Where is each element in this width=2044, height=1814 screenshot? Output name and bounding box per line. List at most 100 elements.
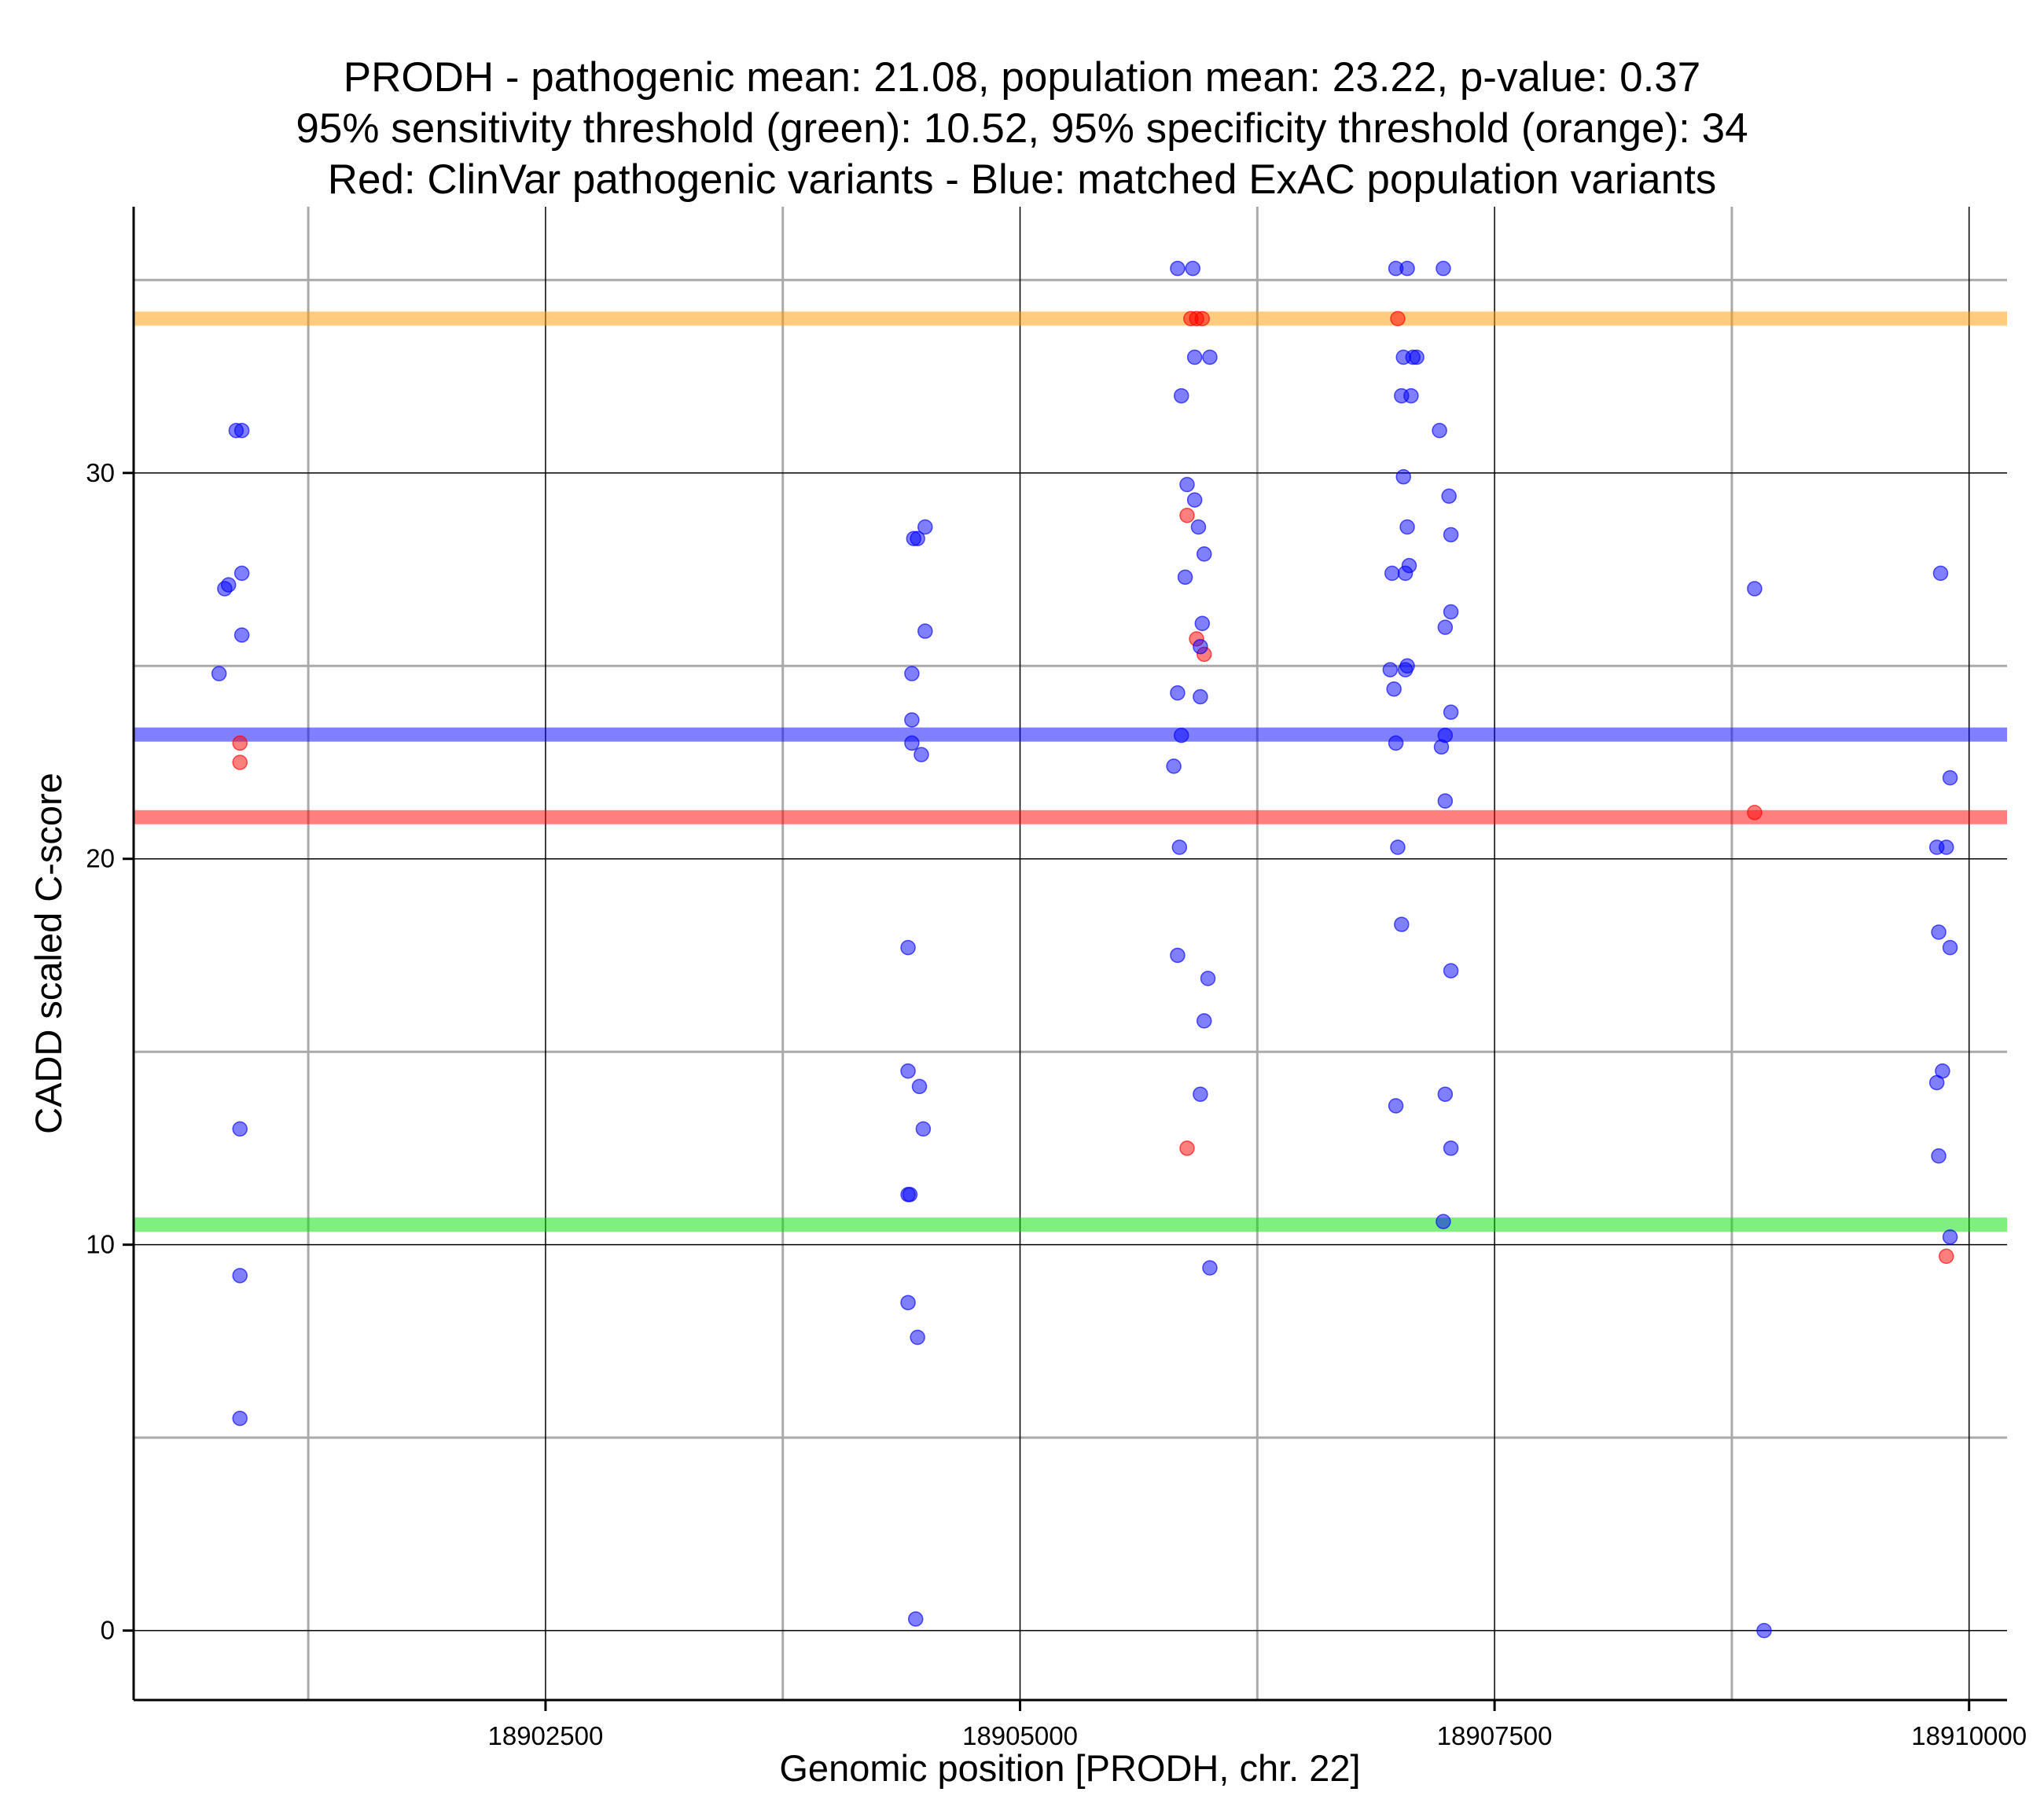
x-axis-ticks: 18902500 18905000 18907500 18910000 bbox=[488, 1700, 2027, 1750]
population-variant-point bbox=[1942, 769, 1958, 786]
chart-title-line-2: 95% sensitivity threshold (green): 10.52… bbox=[296, 105, 1748, 152]
population-variant-point bbox=[1443, 1140, 1459, 1156]
population-variant-point bbox=[1401, 557, 1417, 574]
population-variant-point bbox=[1173, 387, 1189, 404]
population-variant-point bbox=[1388, 1098, 1404, 1114]
x-tick-label: 18910000 bbox=[1911, 1721, 2027, 1750]
population-variant-point bbox=[1179, 476, 1195, 493]
y-axis-label: CADD scaled C-score bbox=[28, 773, 69, 1134]
population-variant-point bbox=[1177, 569, 1193, 586]
chart-title-line-3: Red: ClinVar pathogenic variants - Blue:… bbox=[328, 156, 1717, 203]
pathogenic-variant-point bbox=[232, 735, 248, 751]
population-variant-point bbox=[1185, 260, 1200, 277]
population-variant-point bbox=[917, 519, 933, 535]
y-tick-label: 20 bbox=[86, 844, 115, 873]
population-variant-point bbox=[1382, 662, 1399, 677]
population-variant-point bbox=[910, 531, 925, 546]
data-points bbox=[211, 260, 1958, 1639]
population-variant-point bbox=[917, 623, 933, 639]
population-variant-point bbox=[1443, 704, 1459, 720]
y-tick-label: 30 bbox=[86, 458, 115, 487]
population-variant-point bbox=[1409, 349, 1425, 365]
x-tick-label: 18907500 bbox=[1437, 1721, 1553, 1750]
population-variant-point bbox=[1397, 662, 1414, 677]
population-variant-point bbox=[904, 666, 920, 681]
y-tick-label: 10 bbox=[86, 1230, 115, 1259]
population-variant-point bbox=[1173, 727, 1189, 744]
population-variant-point bbox=[1193, 1086, 1208, 1102]
population-variant-point bbox=[1437, 619, 1454, 635]
population-variant-point bbox=[1193, 689, 1208, 705]
threshold-lines bbox=[134, 311, 2007, 1232]
population-variant-point bbox=[1928, 1074, 1945, 1091]
population-variant-point bbox=[910, 1329, 925, 1346]
population-variant-point bbox=[233, 627, 250, 643]
population-variant-point bbox=[1170, 260, 1186, 277]
population-variant-point bbox=[1441, 488, 1457, 504]
x-axis-label: Genomic position [PRODH, chr. 22] bbox=[779, 1747, 1360, 1789]
population-variant-point bbox=[1202, 1260, 1218, 1276]
population-variant-point bbox=[1443, 604, 1459, 620]
population-variant-point bbox=[1395, 468, 1411, 485]
pathogenic-variant-point bbox=[1179, 508, 1195, 523]
population-variant-point bbox=[1931, 1148, 1947, 1164]
population-variant-point bbox=[1186, 492, 1203, 508]
pathogenic-variant-point bbox=[1938, 1248, 1954, 1265]
population-variant-point bbox=[1384, 565, 1400, 582]
x-tick-label: 18902500 bbox=[488, 1721, 604, 1750]
population-variant-point bbox=[1170, 947, 1186, 964]
population-variant-point bbox=[211, 666, 227, 681]
pathogenic-variant-point bbox=[1390, 310, 1406, 327]
population-variant-point bbox=[232, 1410, 248, 1427]
population-variant-point bbox=[1403, 387, 1419, 404]
pathogenic-variant-point bbox=[1179, 1140, 1195, 1156]
population-variant-point bbox=[900, 1063, 916, 1079]
population-variant-point bbox=[904, 735, 920, 751]
population-variant-point bbox=[1931, 924, 1947, 940]
population-variant-point bbox=[1190, 519, 1207, 535]
population-variant-point bbox=[1437, 1086, 1454, 1102]
population-variant-point bbox=[1942, 939, 1958, 956]
population-variant-point bbox=[1388, 735, 1404, 751]
population-variant-point bbox=[1938, 839, 1954, 855]
pathogenic-variant-point bbox=[232, 755, 248, 770]
population-variant-point bbox=[1433, 739, 1450, 755]
x-tick-label: 18905000 bbox=[962, 1721, 1078, 1750]
population-variant-point bbox=[902, 1187, 918, 1203]
population-variant-point bbox=[1390, 839, 1406, 855]
population-variant-point bbox=[232, 1268, 248, 1283]
population-variant-point bbox=[1432, 423, 1447, 439]
population-variant-point bbox=[1193, 638, 1208, 655]
population-variant-point bbox=[1436, 1214, 1451, 1229]
population-variant-point bbox=[1747, 581, 1763, 597]
population-variant-point bbox=[1196, 546, 1212, 562]
y-axis-ticks: 0 10 20 30 bbox=[86, 458, 134, 1645]
population-variant-point bbox=[900, 1294, 916, 1311]
population-variant-point bbox=[900, 939, 916, 956]
population-variant-point bbox=[1196, 1013, 1212, 1029]
population-variant-point bbox=[1756, 1622, 1772, 1639]
population-variant-point bbox=[233, 565, 250, 582]
population-variant-point bbox=[911, 1078, 928, 1095]
population-variant-point bbox=[1166, 758, 1182, 774]
y-tick-label: 0 bbox=[101, 1616, 115, 1645]
population-variant-point bbox=[232, 1121, 248, 1137]
population-variant-point bbox=[1394, 916, 1410, 932]
population-variant-point bbox=[1436, 260, 1451, 277]
population-variant-point bbox=[1942, 1229, 1958, 1245]
population-variant-point bbox=[1200, 971, 1216, 986]
population-variant-point bbox=[1170, 685, 1186, 701]
population-variant-point bbox=[1202, 349, 1218, 365]
pathogenic-variant-point bbox=[1194, 310, 1211, 327]
population-variant-point bbox=[1186, 349, 1203, 365]
population-variant-point bbox=[1437, 793, 1454, 809]
population-variant-point bbox=[1443, 527, 1459, 543]
population-variant-point bbox=[915, 1121, 932, 1137]
population-variant-point bbox=[914, 747, 929, 762]
population-variant-point bbox=[1932, 565, 1949, 582]
population-variant-point bbox=[1171, 839, 1188, 855]
population-variant-point bbox=[1194, 615, 1211, 631]
population-variant-point bbox=[1399, 519, 1415, 535]
population-variant-point bbox=[233, 423, 250, 439]
